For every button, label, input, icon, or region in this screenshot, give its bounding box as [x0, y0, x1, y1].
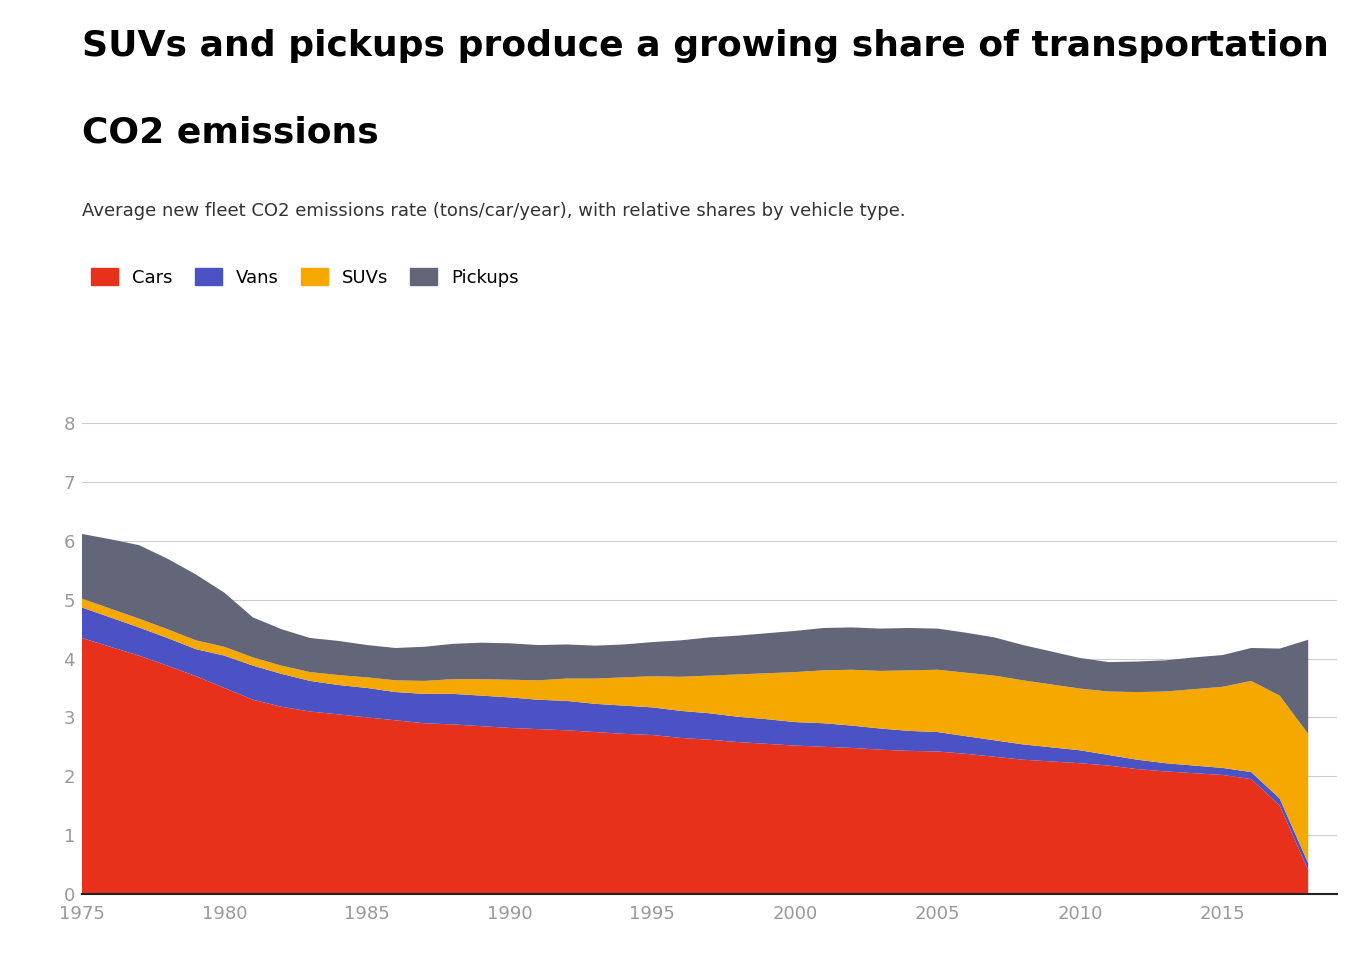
Text: SUVs and pickups produce a growing share of transportation: SUVs and pickups produce a growing share… [82, 29, 1329, 62]
Legend: Cars, Vans, SUVs, Pickups: Cars, Vans, SUVs, Pickups [91, 268, 520, 286]
Text: Average new fleet CO2 emissions rate (tons/car/year), with relative shares by ve: Average new fleet CO2 emissions rate (to… [82, 202, 906, 220]
Text: CO2 emissions: CO2 emissions [82, 115, 379, 149]
